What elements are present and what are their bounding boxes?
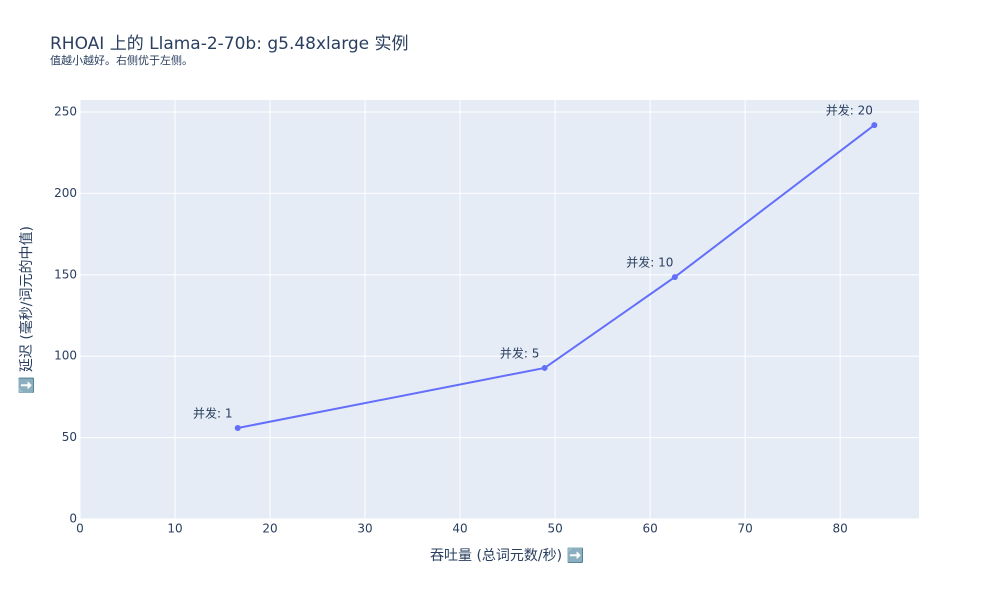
x-tick-label: 30 [357,522,372,536]
point-label: 并发: 20 [826,103,873,118]
y-tick-label: 250 [54,105,77,119]
y-tick-label: 200 [54,186,77,200]
x-axis-label: 吞吐量 (总词元数/秒) ➡️ [430,547,584,564]
point-label: 并发: 10 [626,255,673,270]
y-tick-label: 50 [62,430,77,444]
data-point [234,425,241,432]
data-point [871,122,878,129]
x-tick-label: 10 [167,522,182,536]
y-tick-label: 150 [54,267,77,281]
chart-title: RHOAI 上的 Llama-2-70b: g5.48xlarge 实例 [50,34,409,54]
chart-subtitle: 值越小越好。右侧优于左侧。 [50,53,193,67]
plot-area [80,100,919,519]
x-tick-label: 20 [262,522,277,536]
y-axis-label: ⬇️ 延迟 (毫秒/词元的中值) [18,226,35,394]
point-label: 并发: 5 [500,345,540,360]
x-tick-label: 70 [737,522,752,536]
y-tick-label: 0 [69,512,77,526]
x-tick-label: 0 [76,522,84,536]
data-point [671,274,678,281]
x-tick-label: 40 [452,522,467,536]
y-tick-label: 100 [54,349,77,363]
x-tick-label: 80 [832,522,847,536]
point-label: 并发: 1 [193,406,233,421]
x-tick-label: 60 [642,522,657,536]
x-tick-label: 50 [547,522,562,536]
data-point [541,364,548,371]
data-line [237,124,875,429]
